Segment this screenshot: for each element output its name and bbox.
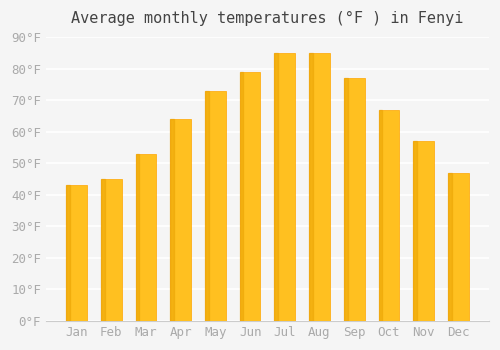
Bar bbox=[274, 53, 295, 321]
Bar bbox=[101, 179, 104, 321]
Bar bbox=[448, 173, 469, 321]
Bar bbox=[240, 72, 244, 321]
Bar bbox=[170, 119, 191, 321]
Bar bbox=[205, 91, 226, 321]
Bar bbox=[344, 78, 348, 321]
Bar bbox=[274, 53, 278, 321]
Bar bbox=[413, 141, 417, 321]
Bar bbox=[66, 186, 87, 321]
Title: Average monthly temperatures (°F ) in Fenyi: Average monthly temperatures (°F ) in Fe… bbox=[71, 11, 464, 26]
Bar bbox=[344, 78, 364, 321]
Bar bbox=[309, 53, 330, 321]
Bar bbox=[136, 154, 140, 321]
Bar bbox=[448, 173, 452, 321]
Bar bbox=[378, 110, 400, 321]
Bar bbox=[136, 154, 156, 321]
Bar bbox=[413, 141, 434, 321]
Bar bbox=[66, 186, 70, 321]
Bar bbox=[378, 110, 382, 321]
Bar bbox=[240, 72, 260, 321]
Bar bbox=[101, 179, 121, 321]
Bar bbox=[205, 91, 208, 321]
Bar bbox=[170, 119, 174, 321]
Bar bbox=[309, 53, 313, 321]
